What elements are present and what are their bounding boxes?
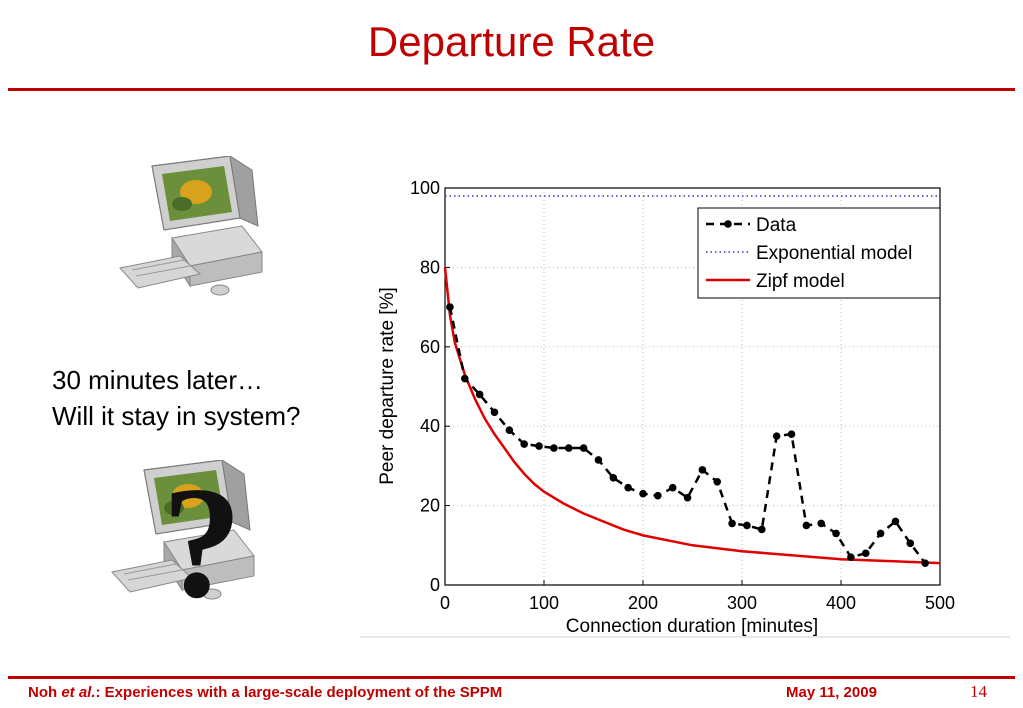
- data-point: [520, 440, 528, 448]
- legend-label-data: Data: [756, 215, 797, 236]
- data-point: [698, 466, 707, 474]
- data-point: [817, 519, 825, 528]
- question-mark: ?: [162, 460, 242, 610]
- footer-author: Noh: [28, 684, 62, 701]
- data-point: [847, 553, 855, 562]
- x-tick-label: 200: [628, 593, 658, 613]
- data-point: [906, 539, 915, 548]
- data-point: [594, 456, 603, 464]
- chart-legend: Data Exponential model Zipf model: [697, 207, 941, 299]
- data-point: [446, 303, 454, 311]
- data-point: [772, 432, 781, 440]
- y-tick-label: 20: [420, 496, 440, 516]
- legend-entry-data: Data: [706, 215, 797, 236]
- data-point: [802, 521, 811, 530]
- footer-date: May 11, 2009: [786, 684, 877, 701]
- data-point: [921, 559, 929, 567]
- data-point: [728, 519, 736, 528]
- y-tick-label: 40: [420, 416, 440, 436]
- data-point: [861, 549, 870, 558]
- data-point: [624, 483, 632, 492]
- y-axis-label: Peer departure rate [%]: [377, 287, 398, 485]
- data-point: [490, 408, 499, 417]
- data-point: [535, 442, 543, 450]
- slide-title: Departure Rate: [367, 18, 656, 65]
- computer-icon: [119, 156, 263, 296]
- data-point: [475, 390, 484, 399]
- footer-divider: [8, 676, 1015, 679]
- caption-line-1: 30 minutes later…: [52, 365, 263, 395]
- data-point: [654, 491, 662, 500]
- legend-label-exponential: Exponential model: [756, 243, 912, 264]
- legend-entry-zipf: Zipf model: [706, 271, 845, 292]
- legend-entry-exponential: Exponential model: [706, 243, 912, 264]
- y-tick-label: 80: [420, 257, 440, 277]
- data-point: [668, 483, 677, 492]
- data-point: [787, 430, 796, 438]
- footer-paper-title: : Experiences with a large-scale deploym…: [95, 684, 503, 701]
- caption-line-2: Will it stay in system?: [52, 401, 301, 431]
- data-point: [564, 444, 573, 452]
- x-tick-label: 500: [925, 593, 955, 613]
- title-divider: [8, 88, 1015, 91]
- data-point: [758, 525, 766, 534]
- data-point: [891, 517, 900, 526]
- data-point: [743, 521, 751, 530]
- series-layer: [443, 195, 941, 567]
- data-point: [639, 489, 647, 498]
- data-point: [876, 529, 885, 538]
- y-tick-label: 100: [410, 178, 440, 198]
- data-point: [683, 493, 692, 502]
- caption: 30 minutes later… Will it stay in system…: [52, 362, 301, 434]
- x-axis-label: Connection duration [minutes]: [566, 616, 818, 637]
- data-point: [579, 444, 588, 452]
- departure-rate-chart: 0 100 200 300 400 500 0 20 40 60 80 100 Connection …: [360, 170, 1010, 638]
- footer-citation: Noh et al.: Experiences with a large-sca…: [28, 684, 502, 701]
- page-number: 14: [970, 682, 987, 701]
- y-tick-label: 0: [430, 575, 440, 595]
- computer-question-icon: ?: [111, 460, 255, 610]
- x-tick-label: 300: [727, 593, 757, 613]
- data-point: [832, 529, 840, 538]
- data-point: [713, 477, 722, 486]
- x-tick-label: 100: [529, 593, 559, 613]
- plot-frame: [444, 187, 941, 586]
- data-point: [461, 374, 469, 383]
- y-tick-label: 60: [420, 337, 440, 357]
- x-tick-label: 0: [440, 593, 450, 613]
- data-point: [609, 474, 618, 482]
- legend-label-zipf: Zipf model: [756, 271, 845, 292]
- data-point: [550, 444, 558, 452]
- x-tick-label: 400: [826, 593, 856, 613]
- axis-ticks: 0 100 200 300 400 500 0 20 40 60 80 100: [410, 178, 955, 613]
- series-line-zipf-model: [443, 267, 941, 565]
- footer-etal: et al.: [61, 684, 96, 701]
- data-point: [505, 426, 514, 434]
